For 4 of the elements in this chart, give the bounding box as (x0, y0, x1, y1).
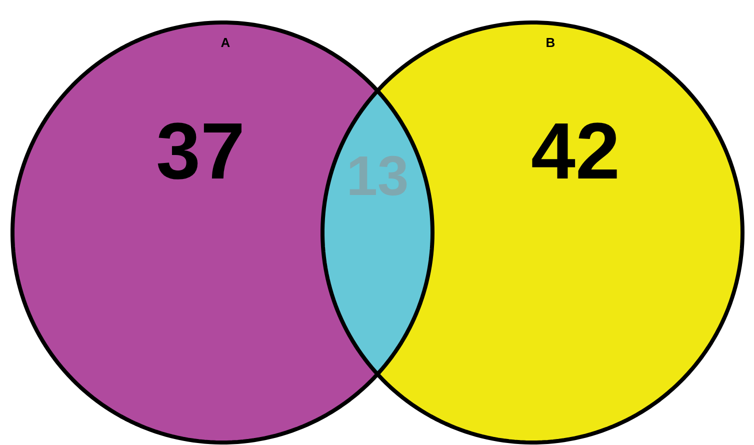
data-label: 42 (531, 106, 620, 196)
category-label: A (220, 35, 231, 50)
data-label: 37 (156, 106, 245, 196)
category-label: B (546, 35, 556, 50)
